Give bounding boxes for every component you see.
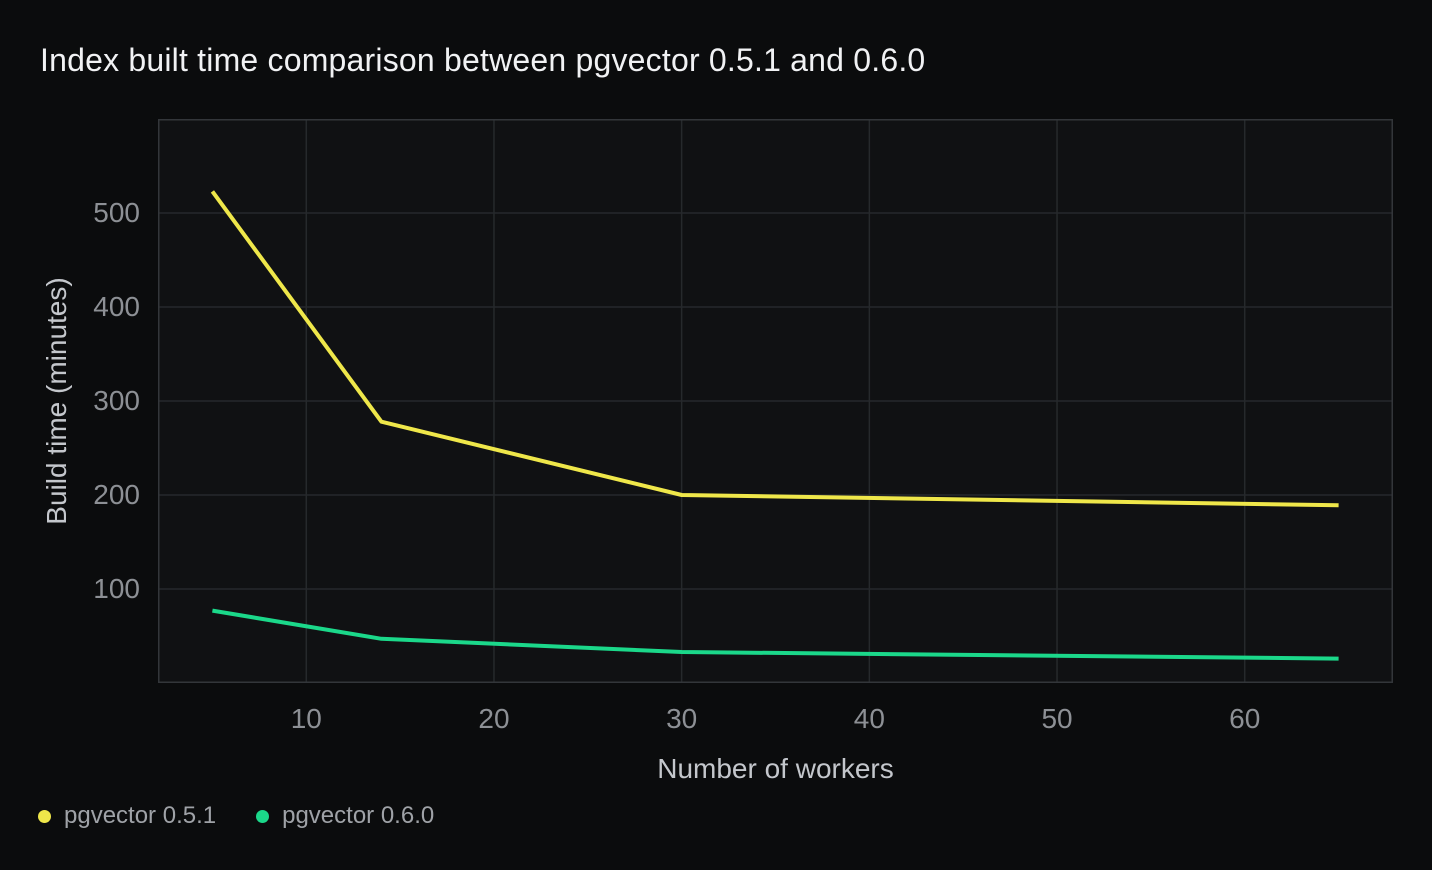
- y-tick-label: 300: [93, 385, 140, 416]
- x-tick-label: 50: [1041, 703, 1073, 734]
- y-tick-label: 500: [93, 197, 140, 228]
- x-tick-label: 30: [666, 703, 698, 734]
- plot-border: [158, 119, 1393, 683]
- series-line-pgvector-0.5.1: [210, 190, 1339, 508]
- series-line-pgvector-0.6.0: [212, 608, 1339, 661]
- x-tick-label: 10: [290, 703, 322, 734]
- y-tick-label: 200: [93, 479, 140, 510]
- x-tick-label: 40: [853, 703, 885, 734]
- y-axis-title: Build time (minutes): [41, 277, 72, 525]
- legend-label: pgvector 0.5.1: [64, 802, 217, 829]
- legend-item[interactable]: pgvector 0.5.1: [38, 802, 216, 830]
- chart-title: Index built time comparison between pgve…: [40, 42, 926, 78]
- y-tick-label: 400: [93, 291, 140, 322]
- y-tick-label: 100: [93, 573, 140, 604]
- legend: pgvector 0.5.1 pgvector 0.6.0: [38, 802, 434, 830]
- x-tick-label: 20: [478, 703, 510, 734]
- legend-dot-icon: [256, 809, 270, 823]
- plot-area: [158, 119, 1393, 683]
- legend-item[interactable]: pgvector 0.6.0: [256, 802, 434, 830]
- legend-dot-icon: [38, 809, 51, 823]
- x-tick-label: 60: [1229, 703, 1261, 734]
- legend-label: pgvector 0.6.0: [282, 802, 435, 829]
- x-axis-title: Number of workers: [657, 753, 894, 784]
